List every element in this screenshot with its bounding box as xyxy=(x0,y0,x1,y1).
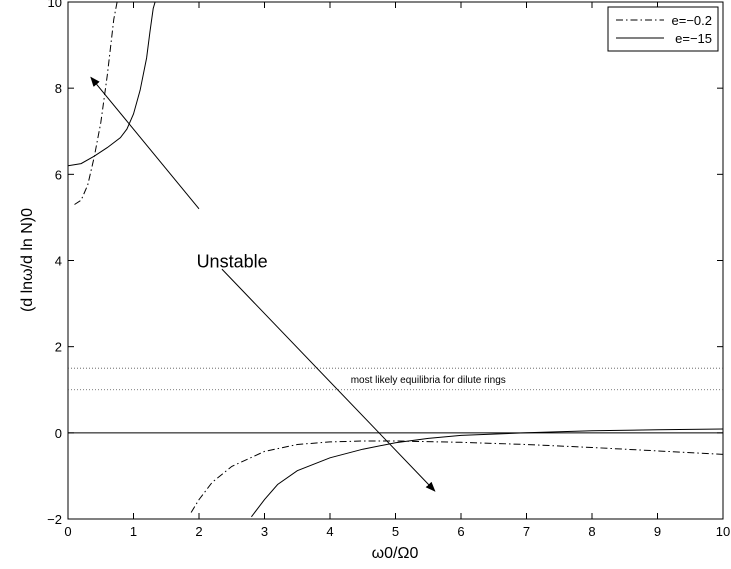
unstable-label: Unstable xyxy=(197,252,268,272)
y-tick-label: 2 xyxy=(55,340,62,355)
x-tick-label: 5 xyxy=(392,524,399,539)
y-tick-label: −2 xyxy=(47,512,62,527)
series-line-solid xyxy=(251,428,723,518)
series-line-dashdot xyxy=(74,2,118,205)
x-tick-label: 6 xyxy=(457,524,464,539)
y-tick-label: 0 xyxy=(55,426,62,441)
x-tick-label: 4 xyxy=(326,524,333,539)
legend-label: e=−15 xyxy=(675,31,712,46)
y-tick-label: 8 xyxy=(55,81,62,96)
band-annotation: most likely equilibria for dilute rings xyxy=(351,375,506,386)
arrow-up-left xyxy=(90,76,200,210)
arrow-down-right xyxy=(221,268,436,492)
x-tick-label: 7 xyxy=(523,524,530,539)
x-tick-label: 8 xyxy=(588,524,595,539)
x-tick-label: 0 xyxy=(64,524,71,539)
y-axis-label: (d lnω/d ln N)0 xyxy=(19,208,36,312)
y-tick-label: 4 xyxy=(55,254,62,269)
plot-frame xyxy=(67,1,724,520)
series-line-dashdot xyxy=(190,440,723,513)
y-tick-label: 6 xyxy=(55,167,62,182)
x-axis-label: ω0/Ω0 xyxy=(372,545,419,562)
clipped-content xyxy=(68,2,723,518)
series-line-solid xyxy=(68,2,156,167)
plot-area: most likely equilibria for dilute rings U… xyxy=(67,1,724,520)
legend-box xyxy=(607,6,719,52)
x-tick-label: 10 xyxy=(716,524,730,539)
x-tick-label: 1 xyxy=(130,524,137,539)
x-tick-label: 3 xyxy=(261,524,268,539)
legend-label: e=−0.2 xyxy=(672,13,713,28)
x-tick-label: 9 xyxy=(654,524,661,539)
x-tick-label: 2 xyxy=(195,524,202,539)
legend: e=−0.2 e=−15 xyxy=(607,6,719,52)
y-tick-label: 10 xyxy=(48,0,62,10)
